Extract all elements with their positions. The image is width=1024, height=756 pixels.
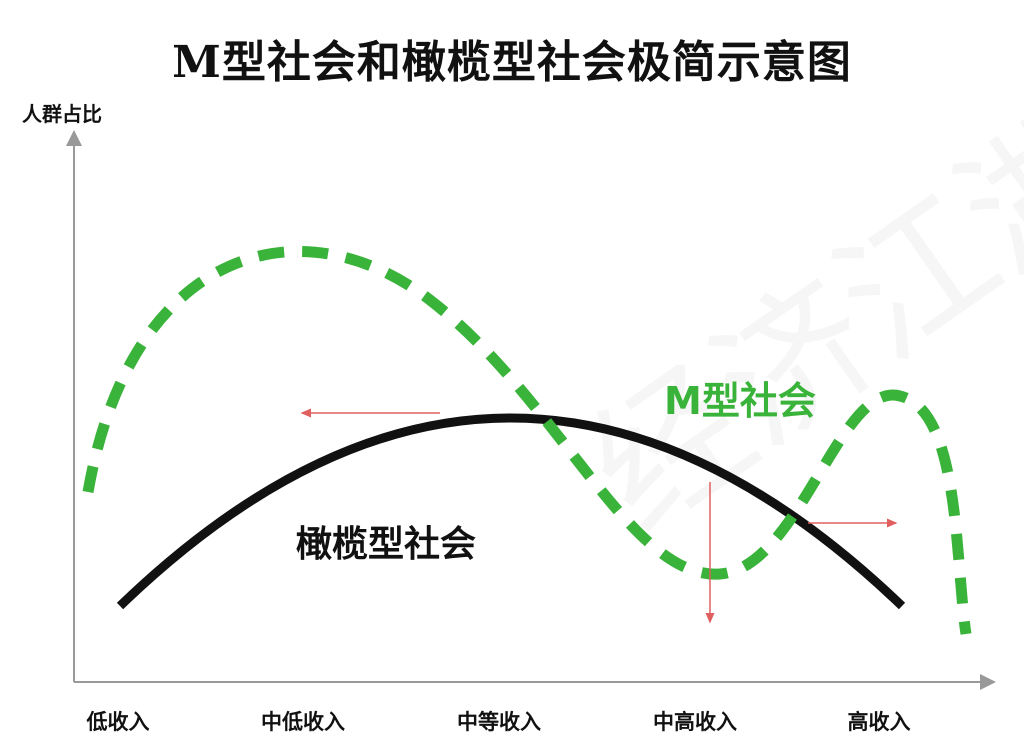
- olive-society-curve: [116, 413, 906, 610]
- x-tick-low: 低收入: [86, 710, 150, 734]
- x-tick-middle: 中等收入: [457, 710, 541, 734]
- m-society-label: M型社会: [664, 379, 816, 423]
- diagram-title: M型社会和橄榄型社会极简示意图: [172, 37, 852, 88]
- x-tick-high: 高收入: [847, 710, 911, 734]
- x-tick-lower-middle: 中低收入: [261, 710, 345, 734]
- y-axis-label: 人群占比: [22, 102, 102, 126]
- x-tick-upper-middle: 中高收入: [653, 710, 737, 734]
- olive-society-label: 橄榄型社会: [296, 524, 477, 565]
- m-society-curve: [82, 245, 972, 635]
